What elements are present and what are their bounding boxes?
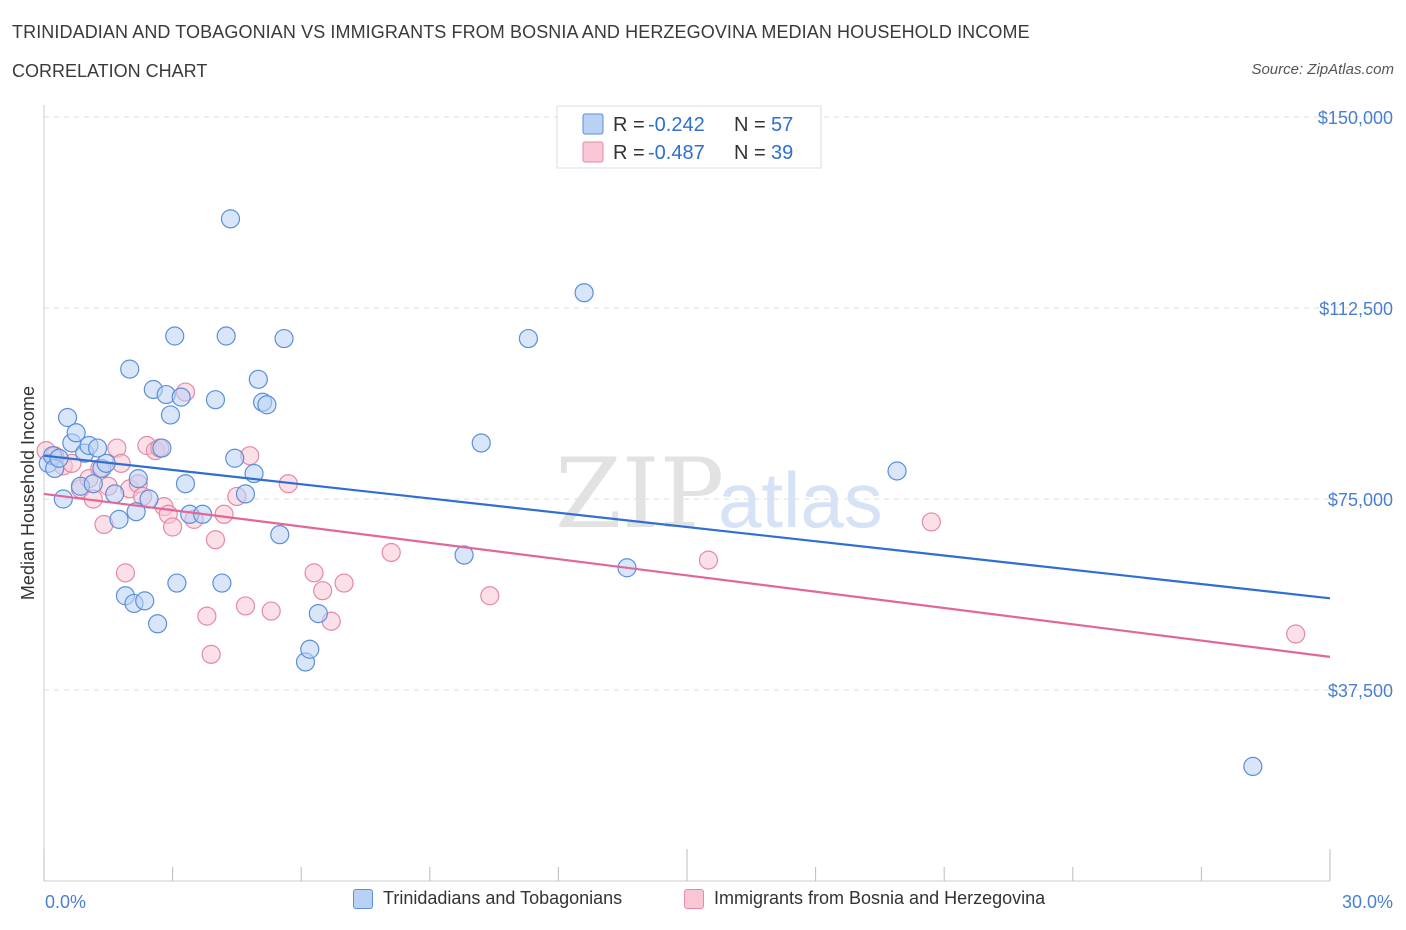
blue-point: [109, 509, 129, 529]
legend-r-label-pink: R =: [613, 142, 645, 164]
blue-point: [165, 326, 185, 346]
blue-point: [471, 433, 491, 453]
blue-point: [160, 405, 181, 425]
blue-series-points: [38, 209, 1263, 777]
blue-point: [257, 395, 277, 415]
blue-point: [300, 639, 320, 659]
blue-point: [248, 369, 268, 389]
blue-point: [175, 474, 196, 494]
blue-point: [220, 209, 241, 229]
pink-point: [115, 563, 136, 583]
legend-swatch-bosnia: [684, 888, 704, 909]
blue-point: [216, 326, 236, 346]
pink-point: [163, 517, 183, 537]
legend-r-value-pink: -0.487: [648, 142, 705, 164]
pink-point: [197, 606, 217, 626]
pink-trend-line: [43, 492, 1331, 658]
blue-point: [83, 474, 103, 494]
blue-point: [274, 328, 294, 349]
legend-n-value-pink: 39: [771, 142, 793, 164]
x-tick-label-min: 0.0%: [45, 892, 86, 912]
legend-swatch-blue: [582, 113, 604, 135]
blue-point: [152, 438, 172, 458]
blue-point: [171, 387, 191, 407]
y-tick-label: $37,500: [1328, 681, 1393, 701]
legend-label-bosnia: Immigrants from Bosnia and Herzegovina: [714, 888, 1046, 908]
pink-point: [261, 601, 281, 621]
pink-point: [480, 586, 500, 606]
legend-n-label-blue: N =: [734, 114, 766, 136]
axes: [43, 105, 1331, 882]
pink-point: [205, 530, 226, 550]
watermark-zip: ZIP: [555, 438, 724, 550]
blue-point: [235, 484, 256, 504]
pink-point: [698, 550, 719, 570]
pink-point: [313, 581, 333, 601]
y-tick-labels: $37,500 $75,000 $112,500 $150,000: [1318, 108, 1393, 701]
y-tick-label: $75,000: [1328, 490, 1393, 510]
blue-point: [120, 359, 140, 379]
legend-n-value-blue: 57: [771, 114, 793, 136]
legend-swatch-trinidadians: [353, 888, 373, 909]
blue-point: [454, 545, 474, 565]
trend-lines: [43, 454, 1331, 658]
blue-point: [53, 489, 73, 509]
blue-point: [212, 573, 232, 593]
legend-n-label-pink: N =: [734, 142, 766, 164]
pink-point: [235, 596, 256, 616]
legend-swatch-pink: [582, 141, 604, 163]
pink-point: [201, 644, 221, 664]
legend-item-bosnia[interactable]: Immigrants from Bosnia and Herzegovina: [684, 888, 1045, 909]
chart-subtitle: CORRELATION CHART: [12, 61, 208, 81]
blue-point: [87, 438, 108, 458]
blue-point: [128, 469, 148, 489]
pink-point: [1286, 624, 1306, 644]
y-tick-label: $112,500: [1319, 299, 1393, 319]
blue-point: [574, 283, 594, 303]
blue-point: [518, 328, 538, 349]
blue-point: [1243, 756, 1263, 777]
chart-title: TRINIDADIAN AND TOBAGONIAN VS IMMIGRANTS…: [12, 22, 1030, 42]
blue-point: [887, 461, 907, 481]
pink-point: [304, 563, 324, 583]
legend-label-trinidadians: Trinidadians and Tobagonians: [383, 888, 623, 908]
blue-point: [308, 603, 328, 624]
blue-point: [270, 525, 290, 545]
stats-legend: R = -0.242 N = 57 R = -0.487 N = 39: [556, 105, 822, 169]
x-tick-label-max: 30.0%: [1342, 892, 1393, 912]
source-label: Source: ZipAtlas.com: [1251, 61, 1394, 78]
pink-point: [921, 512, 941, 532]
y-tick-label: $150,000: [1318, 108, 1393, 128]
watermark-atlas: atlas: [718, 456, 883, 544]
blue-trend-line: [43, 454, 1331, 600]
series-legend: Trinidadians and Tobagonians Immigrants …: [0, 888, 1406, 916]
blue-point: [66, 423, 86, 443]
legend-r-value-blue: -0.242: [648, 114, 705, 136]
blue-point: [105, 484, 125, 504]
pink-point: [214, 504, 234, 524]
blue-point: [139, 489, 159, 509]
pink-point: [381, 542, 401, 563]
blue-point: [205, 390, 226, 410]
blue-point: [225, 448, 245, 468]
pink-point: [334, 573, 354, 593]
blue-point: [57, 407, 78, 428]
y-axis-label: Median Household Income: [18, 386, 38, 600]
blue-point: [135, 591, 155, 611]
watermark: ZIP atlas: [555, 438, 883, 550]
legend-item-trinidadians[interactable]: Trinidadians and Tobagonians: [353, 888, 622, 909]
x-tick-labels: 0.0% 30.0%: [45, 892, 1393, 912]
legend-r-label-blue: R =: [613, 114, 645, 136]
blue-point: [167, 573, 187, 593]
blue-point: [147, 614, 168, 634]
